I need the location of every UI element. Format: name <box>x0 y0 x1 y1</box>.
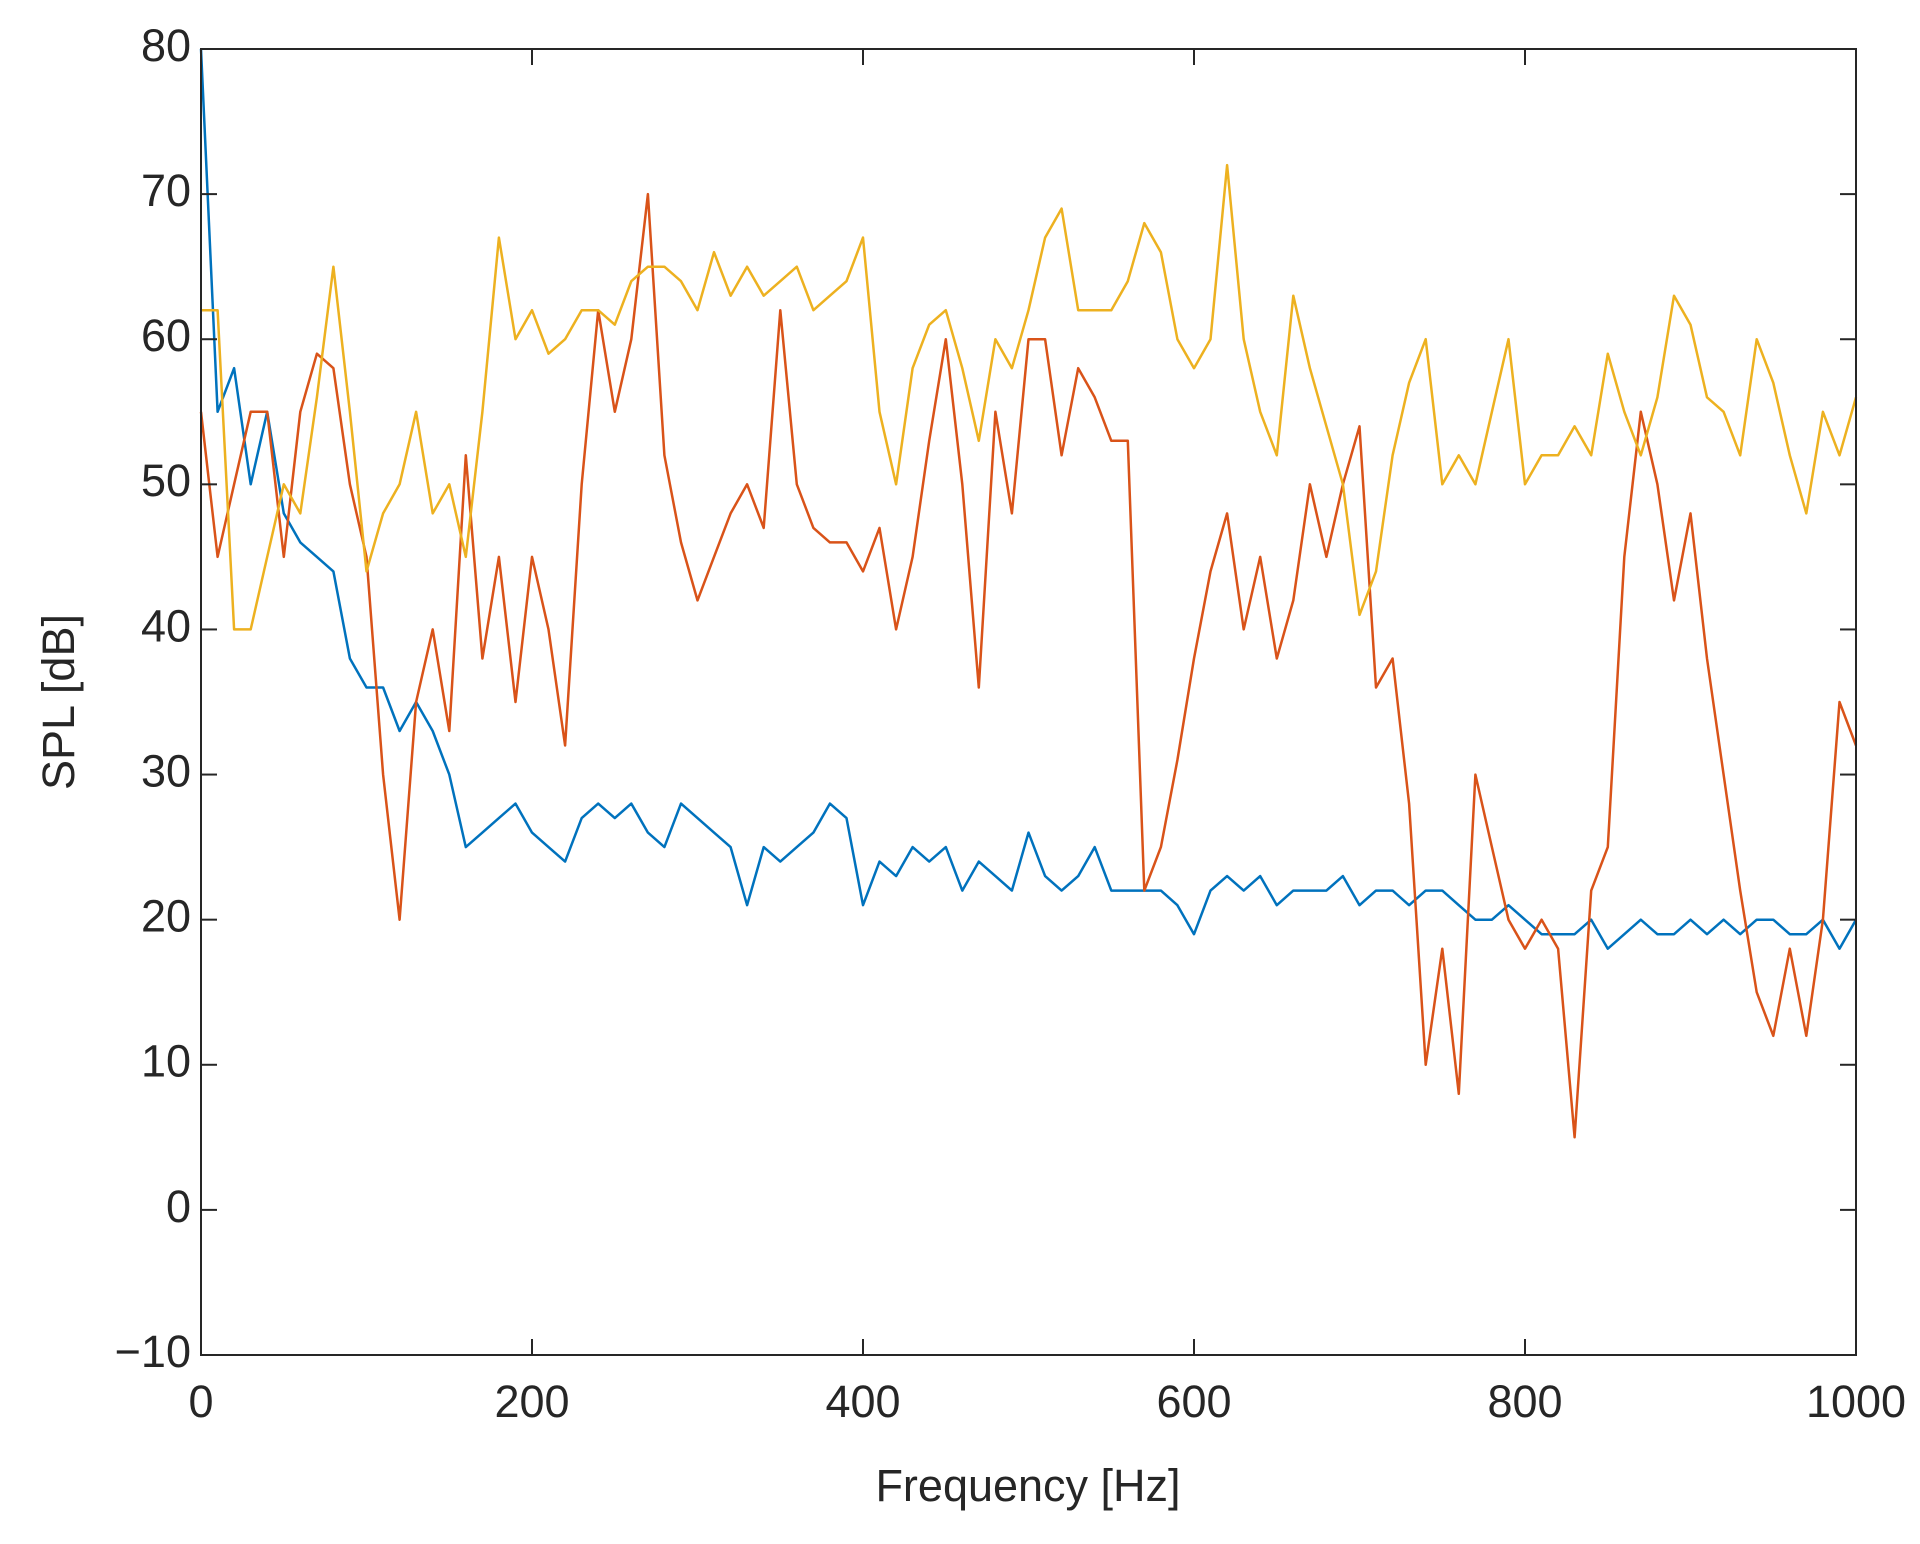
y-tick-label: 0 <box>166 1181 191 1232</box>
y-tick-label: 40 <box>141 600 191 651</box>
y-tick-label: 20 <box>141 891 191 942</box>
x-tick-label: 0 <box>188 1376 213 1427</box>
y-tick-label: 30 <box>141 745 191 796</box>
x-tick-label: 800 <box>1487 1376 1562 1427</box>
series-line <box>199 192 1858 1139</box>
x-tick-label: 200 <box>494 1376 569 1427</box>
y-axis-label: SPL [dB] <box>33 614 84 790</box>
y-tick-label: 80 <box>141 20 191 71</box>
y-tick-label: −10 <box>115 1326 191 1377</box>
y-tick-label: 50 <box>141 455 191 506</box>
x-tick-label: 1000 <box>1806 1376 1906 1427</box>
x-axis-label: Frequency [Hz] <box>875 1460 1180 1511</box>
y-tick-label: 70 <box>141 165 191 216</box>
series-line <box>201 163 1858 631</box>
x-tick-label: 600 <box>1156 1376 1231 1427</box>
plot-frame <box>200 48 1857 1356</box>
x-tick-label: 400 <box>825 1376 900 1427</box>
series-line <box>199 48 1858 950</box>
y-tick-label: 10 <box>141 1036 191 1087</box>
y-tick-label: 60 <box>141 310 191 361</box>
